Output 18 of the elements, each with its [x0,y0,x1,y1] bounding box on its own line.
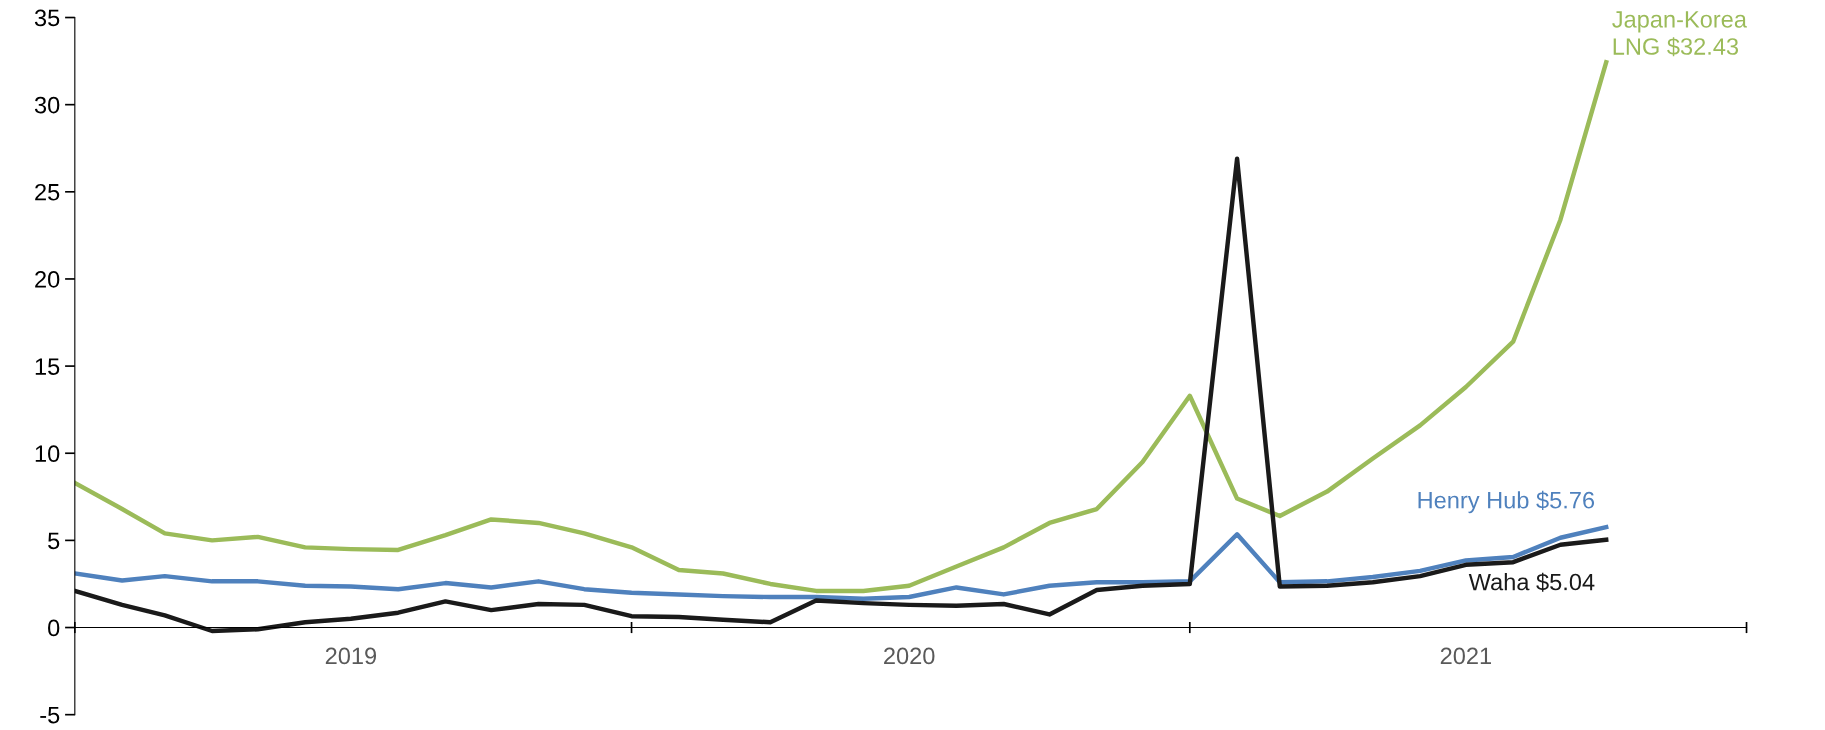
y-tick-label: 20 [35,271,60,288]
series-label: Waha $5.04 [1468,572,1595,592]
x-tick-label: 2020 [884,647,935,665]
y-tick-label: 25 [35,183,60,201]
y-tick-label: 15 [35,358,60,375]
line-series [74,156,1609,634]
y-tick-label: 5 [48,532,60,550]
line-series [74,60,1609,594]
y-tick-label: -5 [40,706,60,724]
x-tick-label: 2021 [1440,647,1491,665]
x-tick-label: 2019 [325,647,377,665]
series-label: Japan-Korea LNG $32.43 [1612,11,1747,57]
y-tick-label: 0 [48,619,60,637]
line-series [74,524,1609,601]
y-tick-label: 30 [34,96,60,114]
y-tick-label: 35 [34,9,60,27]
series-label: Henry Hub $5.76 [1418,490,1595,514]
y-tick-label: 10 [35,445,60,463]
